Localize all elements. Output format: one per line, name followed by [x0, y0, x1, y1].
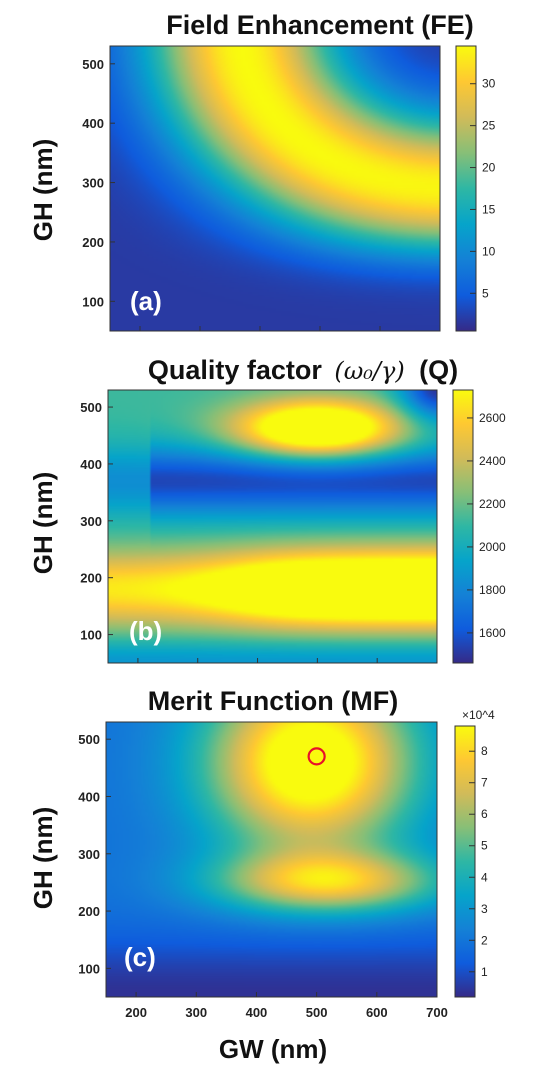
- panel-b-title-text: Quality factor: [148, 355, 323, 385]
- y-tick-label: 300: [78, 847, 100, 862]
- panel-b-frame: [107, 389, 438, 664]
- panel-b-colorbar-bar: [452, 389, 474, 664]
- panel-a-frame: [109, 45, 441, 332]
- colorbar-tick-label: 15: [482, 202, 496, 216]
- panel-c-label: (c): [124, 942, 156, 972]
- x-tick-label: 500: [306, 1005, 328, 1020]
- panel-a-colorbar-ticks: 5 10 15 20 25 30: [470, 77, 496, 300]
- panel-b-ylabel: GH (nm): [28, 472, 58, 575]
- colorbar-tick-label: 1: [481, 965, 488, 979]
- y-tick-label: 200: [78, 904, 100, 919]
- panel-b-title: Quality factor (ω₀/γ) (Q): [148, 355, 458, 385]
- y-tick-label: 200: [80, 571, 102, 586]
- x-tick-label: 700: [426, 1005, 448, 1020]
- panel-a-colorbar: 5 10 15 20 25 30: [455, 45, 496, 332]
- colorbar-tick-label: 2200: [479, 497, 506, 511]
- colorbar-tick-label: 20: [482, 161, 496, 175]
- panel-b: Quality factor (ω₀/γ) (Q) GH (nm) 100 200…: [28, 355, 506, 664]
- panel-a-ylabel: GH (nm): [28, 139, 58, 242]
- colorbar-tick-label: 5: [482, 286, 489, 300]
- panel-c-marker: [307, 747, 326, 766]
- panel-b-colorbar: 1600 1800 2000 2200 2400 2600: [452, 389, 506, 664]
- panel-a-colorbar-bar: [455, 45, 477, 332]
- panel-b-title-suffix: (Q): [419, 355, 458, 385]
- panel-c-title: Merit Function (MF): [148, 686, 398, 716]
- y-tick-label: 400: [82, 116, 104, 131]
- panel-c-colorbar-bar: [454, 725, 476, 998]
- colorbar-tick-label: 2400: [479, 454, 506, 468]
- colorbar-tick-label: 1800: [479, 583, 506, 597]
- colorbar-tick-label: 2000: [479, 540, 506, 554]
- panel-a-label: (a): [130, 286, 162, 316]
- panel-b-heatmap: [108, 390, 437, 663]
- y-tick-label: 300: [82, 176, 104, 191]
- y-tick-label: 500: [80, 400, 102, 415]
- panel-b-colorbar-ticks: 1600 1800 2000 2200 2400 2600: [467, 411, 506, 640]
- colorbar-tick-label: 2600: [479, 411, 506, 425]
- panel-b-label: (b): [129, 616, 162, 646]
- panel-b-title-math: (ω₀/γ): [334, 357, 404, 385]
- colorbar-tick-label: 30: [482, 77, 496, 91]
- x-tick-label: 600: [366, 1005, 388, 1020]
- y-tick-label: 300: [80, 514, 102, 529]
- panel-a-heatmap: [110, 46, 440, 331]
- panel-c: Merit Function (MF) GH (nm) 100 200 300 400…: [28, 686, 495, 1064]
- optimum-marker: [307, 747, 326, 766]
- colorbar-tick-label: 8: [481, 744, 488, 758]
- y-tick-label: 100: [78, 961, 100, 976]
- y-tick-label: 500: [82, 57, 104, 72]
- colorbar-tick-label: 10: [482, 244, 496, 258]
- colorbar-tick-label: 7: [481, 776, 488, 790]
- colorbar-tick-label: 6: [481, 807, 488, 821]
- y-tick-label: 200: [82, 235, 104, 250]
- panel-c-colorbar: 1 2 3 4 5 6 7 8 ×10^4: [454, 708, 495, 998]
- panel-c-ylabel: GH (nm): [28, 807, 58, 910]
- colorbar-tick-label: 25: [482, 119, 496, 133]
- panel-b-heatmap-image: [108, 390, 437, 663]
- colorbar-tick-label: 5: [481, 839, 488, 853]
- panel-a-axes: 100 200 300 400 500: [82, 57, 441, 331]
- panel-a: Field Enhancement (FE) GH (nm) 100 200 300…: [28, 10, 496, 332]
- colorbar-tick-label: 2: [481, 933, 488, 947]
- panel-a-title: Field Enhancement (FE): [166, 10, 474, 40]
- panel-c-axes: 100 200 300 400 500 200 300 400 500 600 700: [78, 732, 448, 1020]
- y-tick-label: 100: [82, 294, 104, 309]
- panel-c-colorbar-ticks: 1 2 3 4 5 6 7 8: [469, 744, 488, 979]
- y-tick-label: 400: [78, 789, 100, 804]
- x-tick-label: 400: [246, 1005, 268, 1020]
- y-tick-label: 400: [80, 457, 102, 472]
- x-tick-label: 300: [185, 1005, 207, 1020]
- x-tick-label: 200: [125, 1005, 147, 1020]
- colorbar-tick-label: 3: [481, 902, 488, 916]
- y-tick-label: 100: [80, 628, 102, 643]
- panel-c-xlabel: GW (nm): [219, 1034, 327, 1064]
- colorbar-tick-label: 1600: [479, 626, 506, 640]
- panel-b-axes: 100 200 300 400 500: [80, 400, 438, 663]
- panel-a-heatmap-image: [110, 46, 440, 331]
- y-tick-label: 500: [78, 732, 100, 747]
- panel-c-frame: [105, 721, 438, 998]
- panel-c-heatmap-image: [106, 722, 437, 997]
- colorbar-tick-label: 4: [481, 870, 488, 884]
- panel-c-colorbar-multiplier: ×10^4: [462, 708, 495, 722]
- panel-c-heatmap: [106, 722, 437, 997]
